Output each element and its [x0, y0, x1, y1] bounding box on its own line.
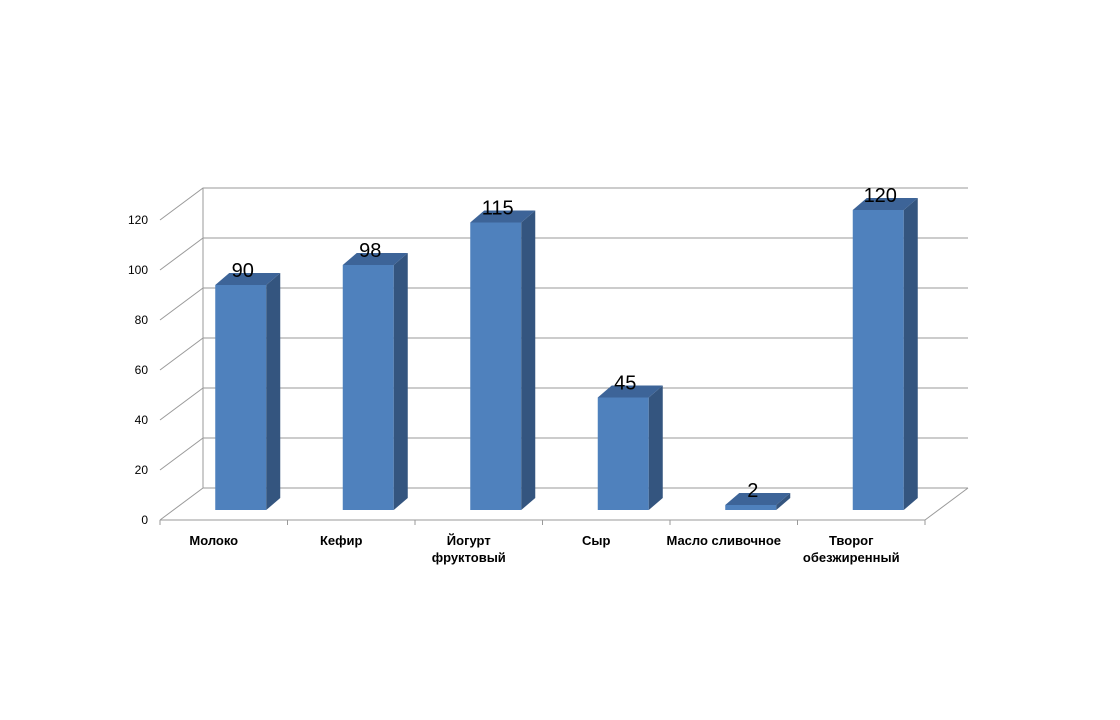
bar-front — [470, 222, 522, 510]
y-axis-ticks: 0 20 40 60 80 100 120 — [128, 213, 148, 527]
bar-front — [597, 397, 649, 510]
axes — [159, 188, 969, 525]
category-label: Масло сливочное — [666, 533, 781, 548]
bar-front — [215, 285, 267, 510]
bar-side — [903, 198, 918, 510]
bar-top — [342, 253, 408, 265]
category-label: Творог обезжиренный — [803, 533, 900, 565]
bar-top — [215, 273, 281, 285]
category-label: Молоко — [189, 533, 238, 548]
category-label: Йогурт фруктовый — [432, 533, 506, 565]
gridline — [159, 287, 968, 321]
bar — [725, 493, 791, 510]
data-label: 120 — [864, 185, 897, 207]
bar — [597, 385, 663, 510]
data-label: 2 — [747, 480, 758, 502]
bar — [852, 198, 918, 510]
y-tick-label: 80 — [135, 313, 149, 327]
bar-front — [342, 265, 394, 510]
bar-side — [648, 385, 663, 510]
bar-top — [852, 198, 918, 210]
bar-top — [470, 210, 536, 223]
bar-side — [521, 210, 536, 510]
y-tick-label: 60 — [135, 363, 149, 377]
data-labels: 90 98 115 45 2 120 — [232, 185, 897, 502]
gridline — [159, 237, 968, 271]
category-label: Кефир — [320, 533, 363, 548]
bar — [342, 253, 408, 510]
gridline — [159, 187, 968, 221]
data-label: 98 — [359, 240, 381, 262]
data-label: 90 — [232, 260, 254, 282]
bar-front — [725, 505, 777, 510]
bar — [215, 273, 281, 510]
data-label: 115 — [482, 198, 514, 220]
category-labels: Молоко Кефир Йогурт фруктовый Сыр Масло сливо… — [189, 533, 899, 565]
y-tick-label: 0 — [141, 513, 148, 527]
y-tick-label: 100 — [128, 263, 148, 277]
bar-side — [393, 253, 408, 510]
bar-top — [597, 385, 663, 398]
floor-edge — [924, 487, 969, 521]
gridlines — [159, 187, 968, 521]
bars — [215, 198, 918, 510]
bar-side — [266, 273, 281, 510]
gridline — [159, 487, 968, 521]
category-label: Сыр — [582, 533, 610, 548]
bar-side — [776, 493, 791, 510]
y-tick-label: 40 — [135, 413, 149, 427]
data-label: 45 — [614, 373, 636, 395]
bar-top — [725, 493, 791, 505]
bar-front — [852, 210, 904, 510]
gridline — [159, 387, 968, 421]
bar — [470, 210, 536, 510]
gridline — [159, 437, 968, 471]
y-tick-label: 120 — [128, 213, 148, 227]
gridline — [159, 337, 968, 371]
y-tick-label: 20 — [135, 463, 149, 477]
